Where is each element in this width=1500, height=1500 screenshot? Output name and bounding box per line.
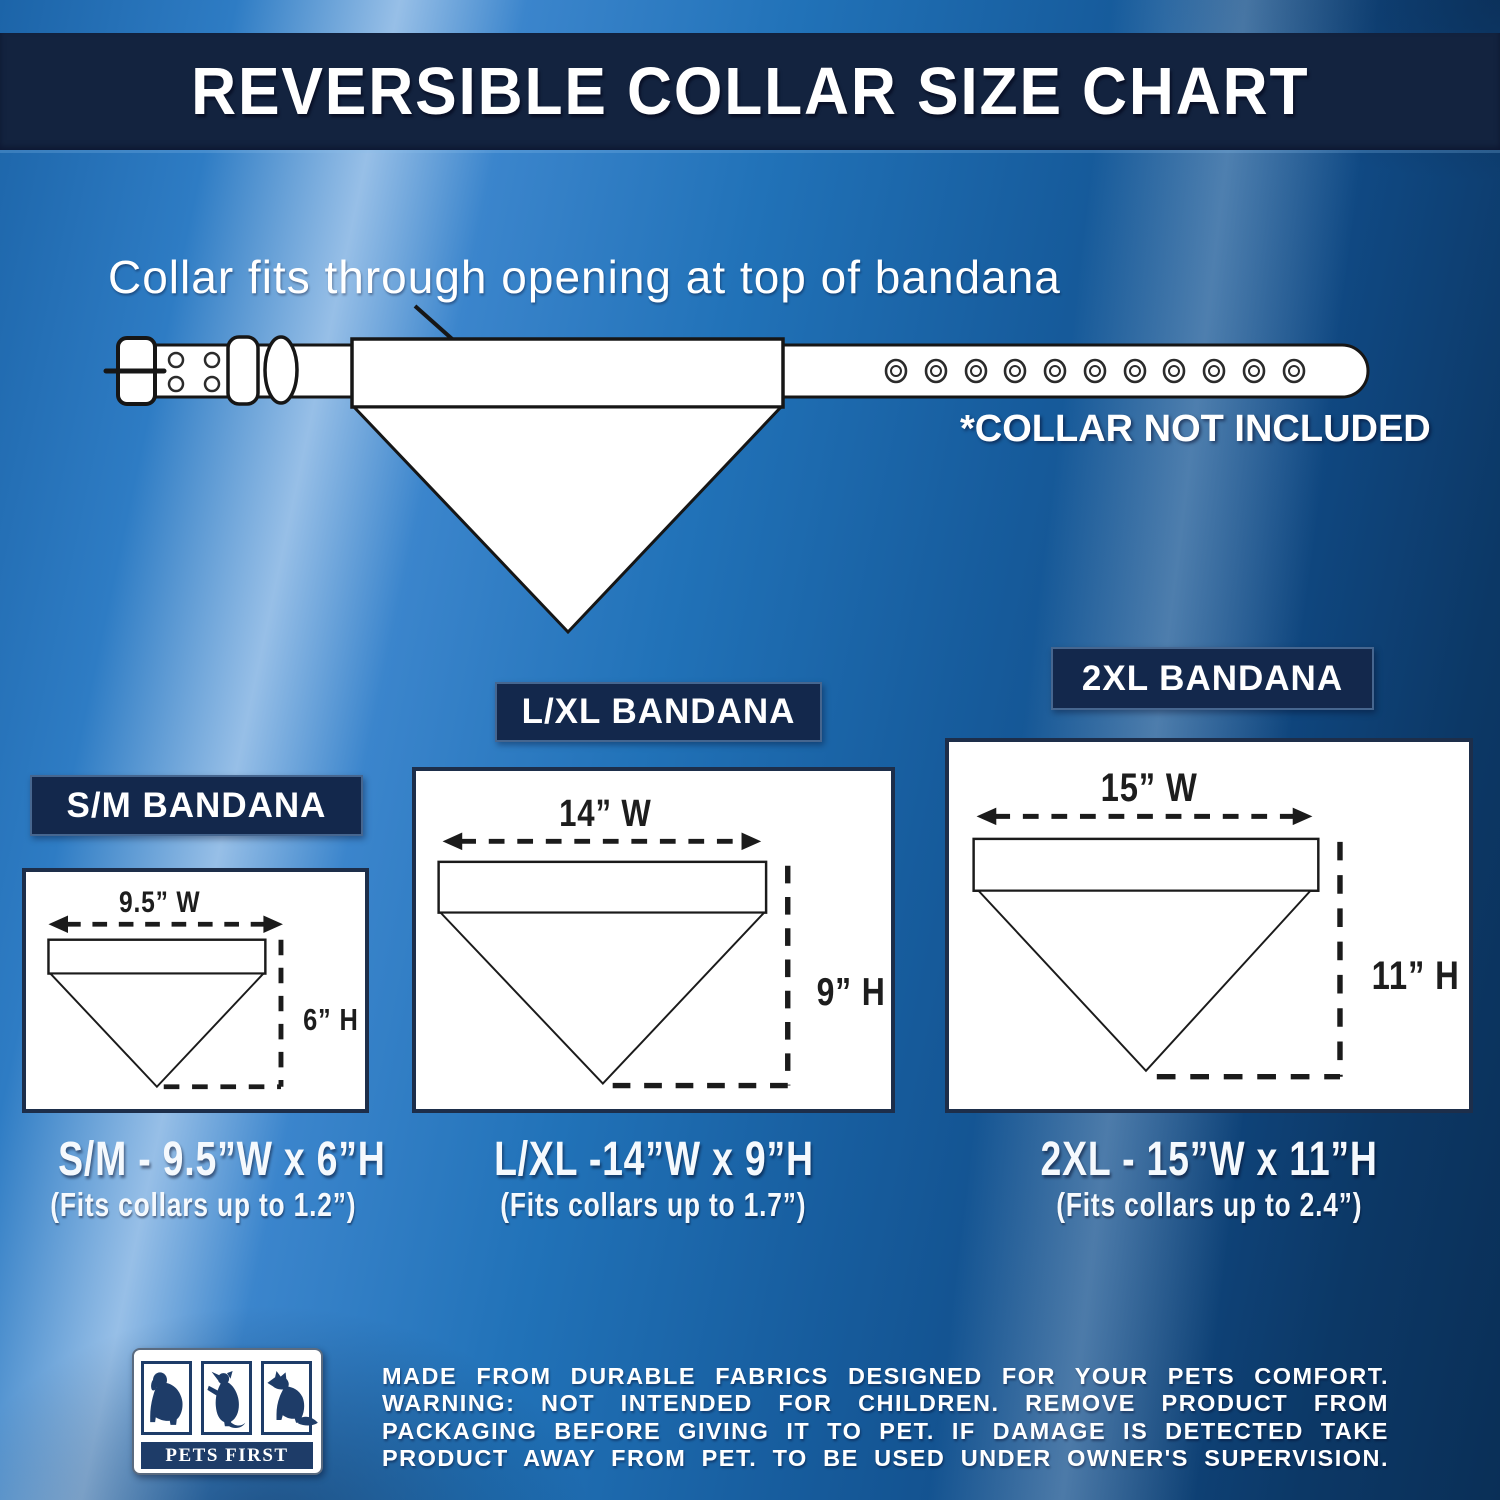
bandana-band-lxl — [437, 860, 768, 914]
collar-illustration — [103, 304, 1370, 635]
size-label-2xl-text: 2XL BANDANA — [1081, 658, 1344, 698]
disclaimer-line: PRODUCT AWAY FROM PET. TO BE USED UNDER … — [382, 1445, 1389, 1472]
diagram-box-sm: 9.5” W 6” H — [22, 868, 369, 1113]
disclaimer-line: PACKAGING BEFORE GIVING IT TO PET. IF DA… — [382, 1417, 1389, 1444]
fits-note-lxl: (Fits collars up to 1.7”) — [500, 1186, 807, 1223]
bandana-triangle-lxl — [438, 911, 767, 1086]
size-label-lxl-text: L/XL BANDANA — [521, 692, 796, 731]
brand-name: PETS FIRST — [165, 1444, 289, 1466]
width-dim-2xl: 15” W — [1100, 766, 1198, 810]
disclaimer-line: MADE FROM DURABLE FABRICS DESIGNED FOR Y… — [382, 1363, 1389, 1389]
diagram-lxl — [437, 832, 791, 1089]
size-caption-2xl: 2XL - 15”W x 11”H — [1040, 1133, 1378, 1186]
bandana-sleeve — [350, 337, 785, 409]
logo-frame-3 — [261, 1361, 318, 1435]
size-caption-sm: S/M - 9.5”W x 6”H — [58, 1133, 386, 1186]
logo-wordmark-bar: PETS FIRST — [141, 1442, 313, 1469]
diagram-box-lxl: 14” W 9” H — [412, 767, 895, 1113]
dog-silhouette-2 — [207, 1371, 246, 1429]
diagram-2xl — [972, 807, 1343, 1080]
collar-eyelets — [884, 358, 1306, 384]
size-caption-lxl: L/XL -14”W x 9”H — [493, 1133, 814, 1186]
header-band: REVERSIBLE COLLAR SIZE CHART — [0, 33, 1500, 150]
logo-frame-2 — [201, 1361, 252, 1435]
diagram-box-2xl: 15” W 11” H — [945, 738, 1473, 1113]
dog-silhouette-1 — [150, 1372, 183, 1425]
size-label-sm: S/M BANDANA — [30, 775, 363, 836]
bandana-triangle-2xl — [976, 889, 1313, 1073]
bandana-band-sm — [47, 938, 267, 975]
page-title: REVERSIBLE COLLAR SIZE CHART — [190, 54, 1310, 129]
disclaimer-line: WARNING: NOT INTENDED FOR CHILDREN. REMO… — [382, 1390, 1389, 1417]
dog-silhouette-3 — [267, 1371, 318, 1426]
height-dim-lxl: 9” H — [816, 971, 887, 1014]
logo-frame-1 — [141, 1361, 192, 1435]
height-dim-sm: 6” H — [302, 1002, 359, 1037]
collar-buckle — [103, 336, 167, 406]
diagram-sm — [47, 915, 284, 1090]
fits-note-2xl: (Fits collars up to 2.4”) — [1055, 1186, 1363, 1223]
width-dim-sm: 9.5” W — [119, 886, 201, 919]
collar-caption: Collar fits through opening at top of ba… — [108, 251, 1061, 303]
size-label-2xl: 2XL BANDANA — [1051, 647, 1374, 710]
collar-not-included-note: *COLLAR NOT INCLUDED — [960, 408, 1431, 450]
size-label-sm-text: S/M BANDANA — [66, 785, 327, 825]
width-dim-lxl: 14” W — [559, 793, 652, 835]
bandana-triangle-sm — [48, 972, 266, 1089]
size-label-lxl: L/XL BANDANA — [495, 682, 822, 742]
collar-keeper-loop — [226, 335, 260, 406]
disclaimer-text: MADE FROM DURABLE FABRICS DESIGNED FOR Y… — [382, 1363, 1389, 1473]
collar-holes — [167, 351, 221, 393]
collar-strap-right — [781, 343, 1370, 399]
collar-ring-loop — [263, 335, 299, 405]
fits-note-sm: (Fits collars up to 1.2”) — [50, 1186, 357, 1223]
bandana-band-2xl — [972, 837, 1320, 892]
pets-first-logo: PETS FIRST — [132, 1348, 323, 1475]
bandana-triangle — [350, 405, 785, 635]
height-dim-2xl: 11” H — [1372, 954, 1460, 998]
